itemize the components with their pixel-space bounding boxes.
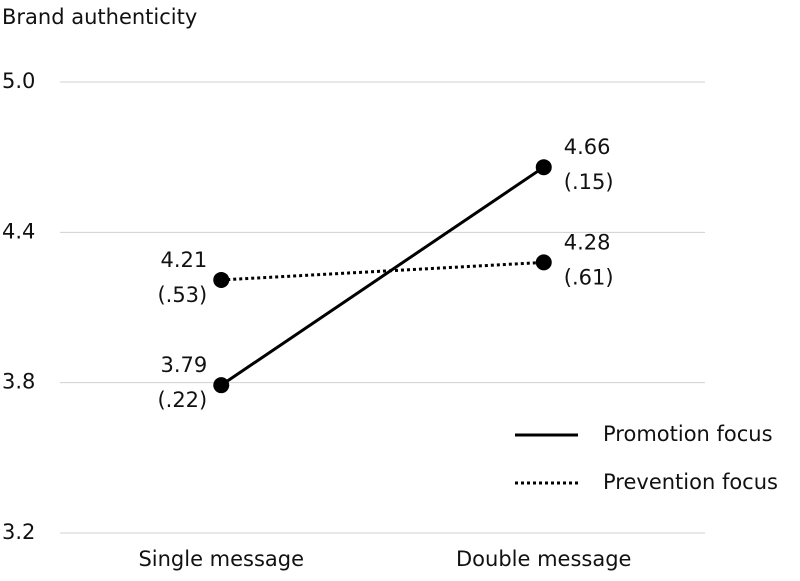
data-label: 4.28 xyxy=(564,230,611,254)
x-tick-label: Double message xyxy=(456,547,631,571)
sd-label: (.61) xyxy=(564,265,614,289)
x-tick-label: Single message xyxy=(138,547,304,571)
data-label: 4.21 xyxy=(160,248,207,272)
data-label: 4.66 xyxy=(564,135,611,159)
y-tick-label: 5.0 xyxy=(2,69,35,93)
y-tick-label: 4.4 xyxy=(2,219,35,243)
series-line xyxy=(220,165,545,387)
data-label: 3.79 xyxy=(160,353,207,377)
marker xyxy=(213,271,230,288)
marker xyxy=(535,254,552,271)
y-tick-label: 3.2 xyxy=(2,520,35,544)
y-tick-label: 3.8 xyxy=(2,370,35,394)
legend-label: Prevention focus xyxy=(603,470,778,494)
sd-label: (.53) xyxy=(157,283,207,307)
sd-label: (.15) xyxy=(564,170,614,194)
marker xyxy=(213,377,230,394)
sd-label: (.22) xyxy=(157,388,207,412)
legend-label: Promotion focus xyxy=(603,422,773,446)
marker xyxy=(535,159,552,176)
y-axis-title: Brand authenticity xyxy=(2,5,197,29)
